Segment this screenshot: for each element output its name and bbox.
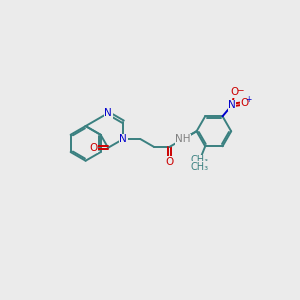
Text: CH₃: CH₃ xyxy=(191,155,209,165)
Text: O: O xyxy=(240,98,248,108)
Text: +: + xyxy=(245,95,251,104)
Text: CH₃: CH₃ xyxy=(191,162,209,172)
Text: N: N xyxy=(228,100,236,110)
Text: O: O xyxy=(165,157,174,166)
Text: O: O xyxy=(89,143,98,153)
Text: NH: NH xyxy=(175,134,191,144)
Text: N: N xyxy=(104,108,112,118)
Text: O: O xyxy=(230,87,239,97)
Text: −: − xyxy=(236,85,244,94)
Text: N: N xyxy=(119,134,127,144)
